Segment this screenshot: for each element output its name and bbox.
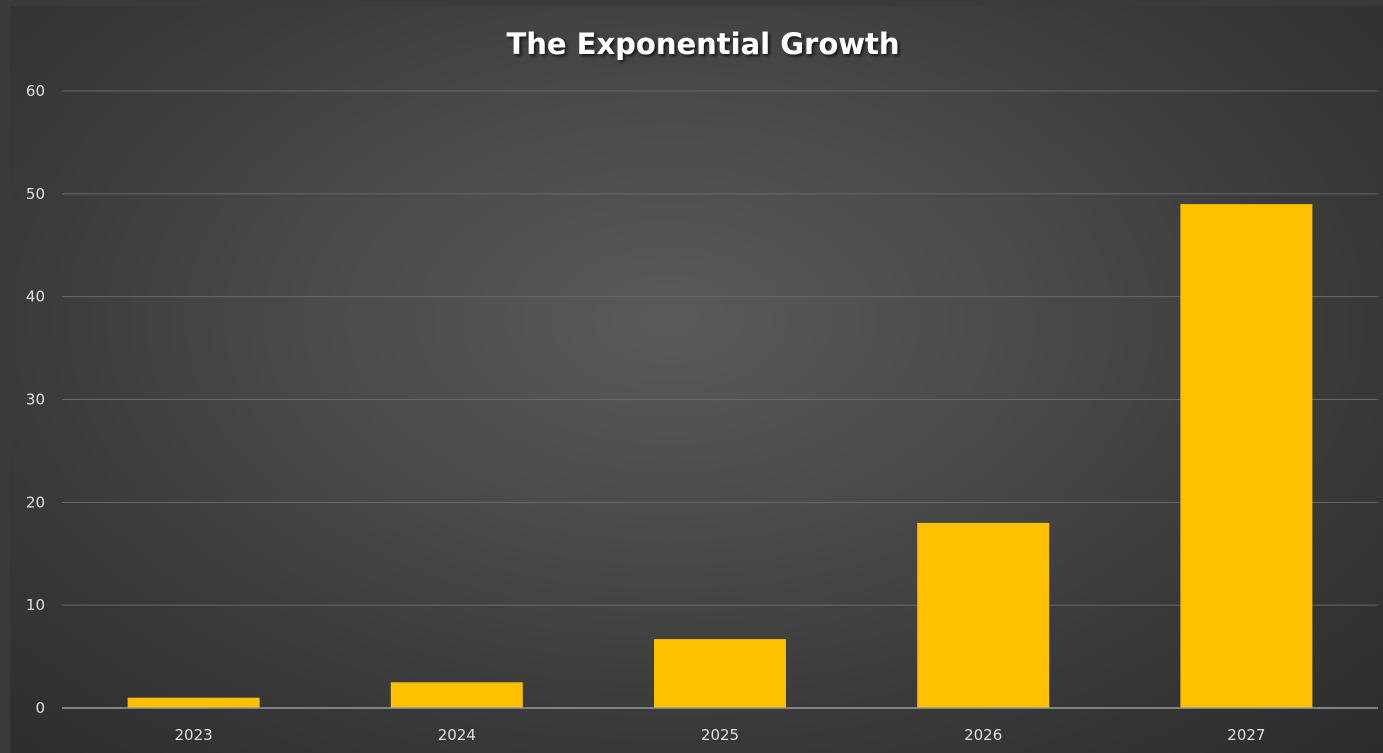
y-tick-label: 50 xyxy=(26,185,45,203)
bar-2025 xyxy=(654,639,786,708)
x-axis-tick-labels: 2023 2024 2025 2026 2027 xyxy=(175,726,1266,744)
grid-lines xyxy=(62,90,1378,606)
chart-area xyxy=(10,6,1383,753)
y-tick-label: 20 xyxy=(26,493,45,511)
chart-title: The Exponential Growth xyxy=(506,27,899,61)
x-tick-label-2024: 2024 xyxy=(438,726,476,744)
bar-2026 xyxy=(917,522,1050,708)
bar-2027 xyxy=(1180,204,1313,708)
x-tick-label-2023: 2023 xyxy=(175,726,213,744)
bars xyxy=(127,204,1313,708)
x-tick-label-2025: 2025 xyxy=(701,726,739,744)
y-tick-label: 30 xyxy=(26,391,45,409)
x-tick-label-2026: 2026 xyxy=(964,726,1002,744)
y-tick-label: 0 xyxy=(35,699,45,717)
y-tick-label: 60 xyxy=(26,82,45,100)
y-axis-tick-labels: 0 10 20 30 40 50 60 xyxy=(26,82,45,717)
y-tick-label: 40 xyxy=(26,288,45,306)
bar-2023 xyxy=(127,697,260,708)
x-tick-label-2027: 2027 xyxy=(1227,726,1265,744)
bar-2024 xyxy=(390,682,523,708)
y-tick-label: 10 xyxy=(26,596,45,614)
